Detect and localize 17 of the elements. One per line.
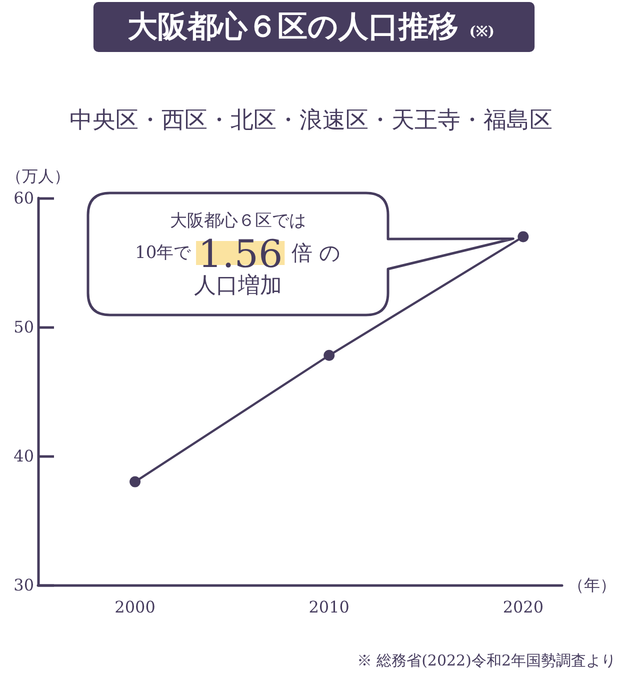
annotation: 大阪都心６区では <box>170 211 306 231</box>
y-axis-title: （万人） <box>6 166 70 186</box>
chart-subtitle: 中央区・西区・北区・浪速区・天王寺・福島区 <box>70 108 552 134</box>
y-tick-label: 40 <box>14 446 34 466</box>
y-tick-label: 50 <box>14 318 34 336</box>
y-tick-label: 60 <box>14 188 34 208</box>
y-tick-label: 30 <box>14 576 34 594</box>
x-tick-label: 2010 <box>308 598 350 616</box>
text: ※ 総務省(2022)令和2年国勢調査より <box>356 652 616 670</box>
point <box>324 350 335 361</box>
x-axis-title: （年） <box>568 576 616 594</box>
chart-title: 大阪都心６区の人口推移 (※) <box>127 10 495 44</box>
x-tick-label: 2020 <box>502 598 544 616</box>
point <box>518 231 529 242</box>
point <box>130 476 141 488</box>
x-tick-label: 2000 <box>114 598 156 616</box>
annotation: 人口増加 <box>194 274 282 298</box>
